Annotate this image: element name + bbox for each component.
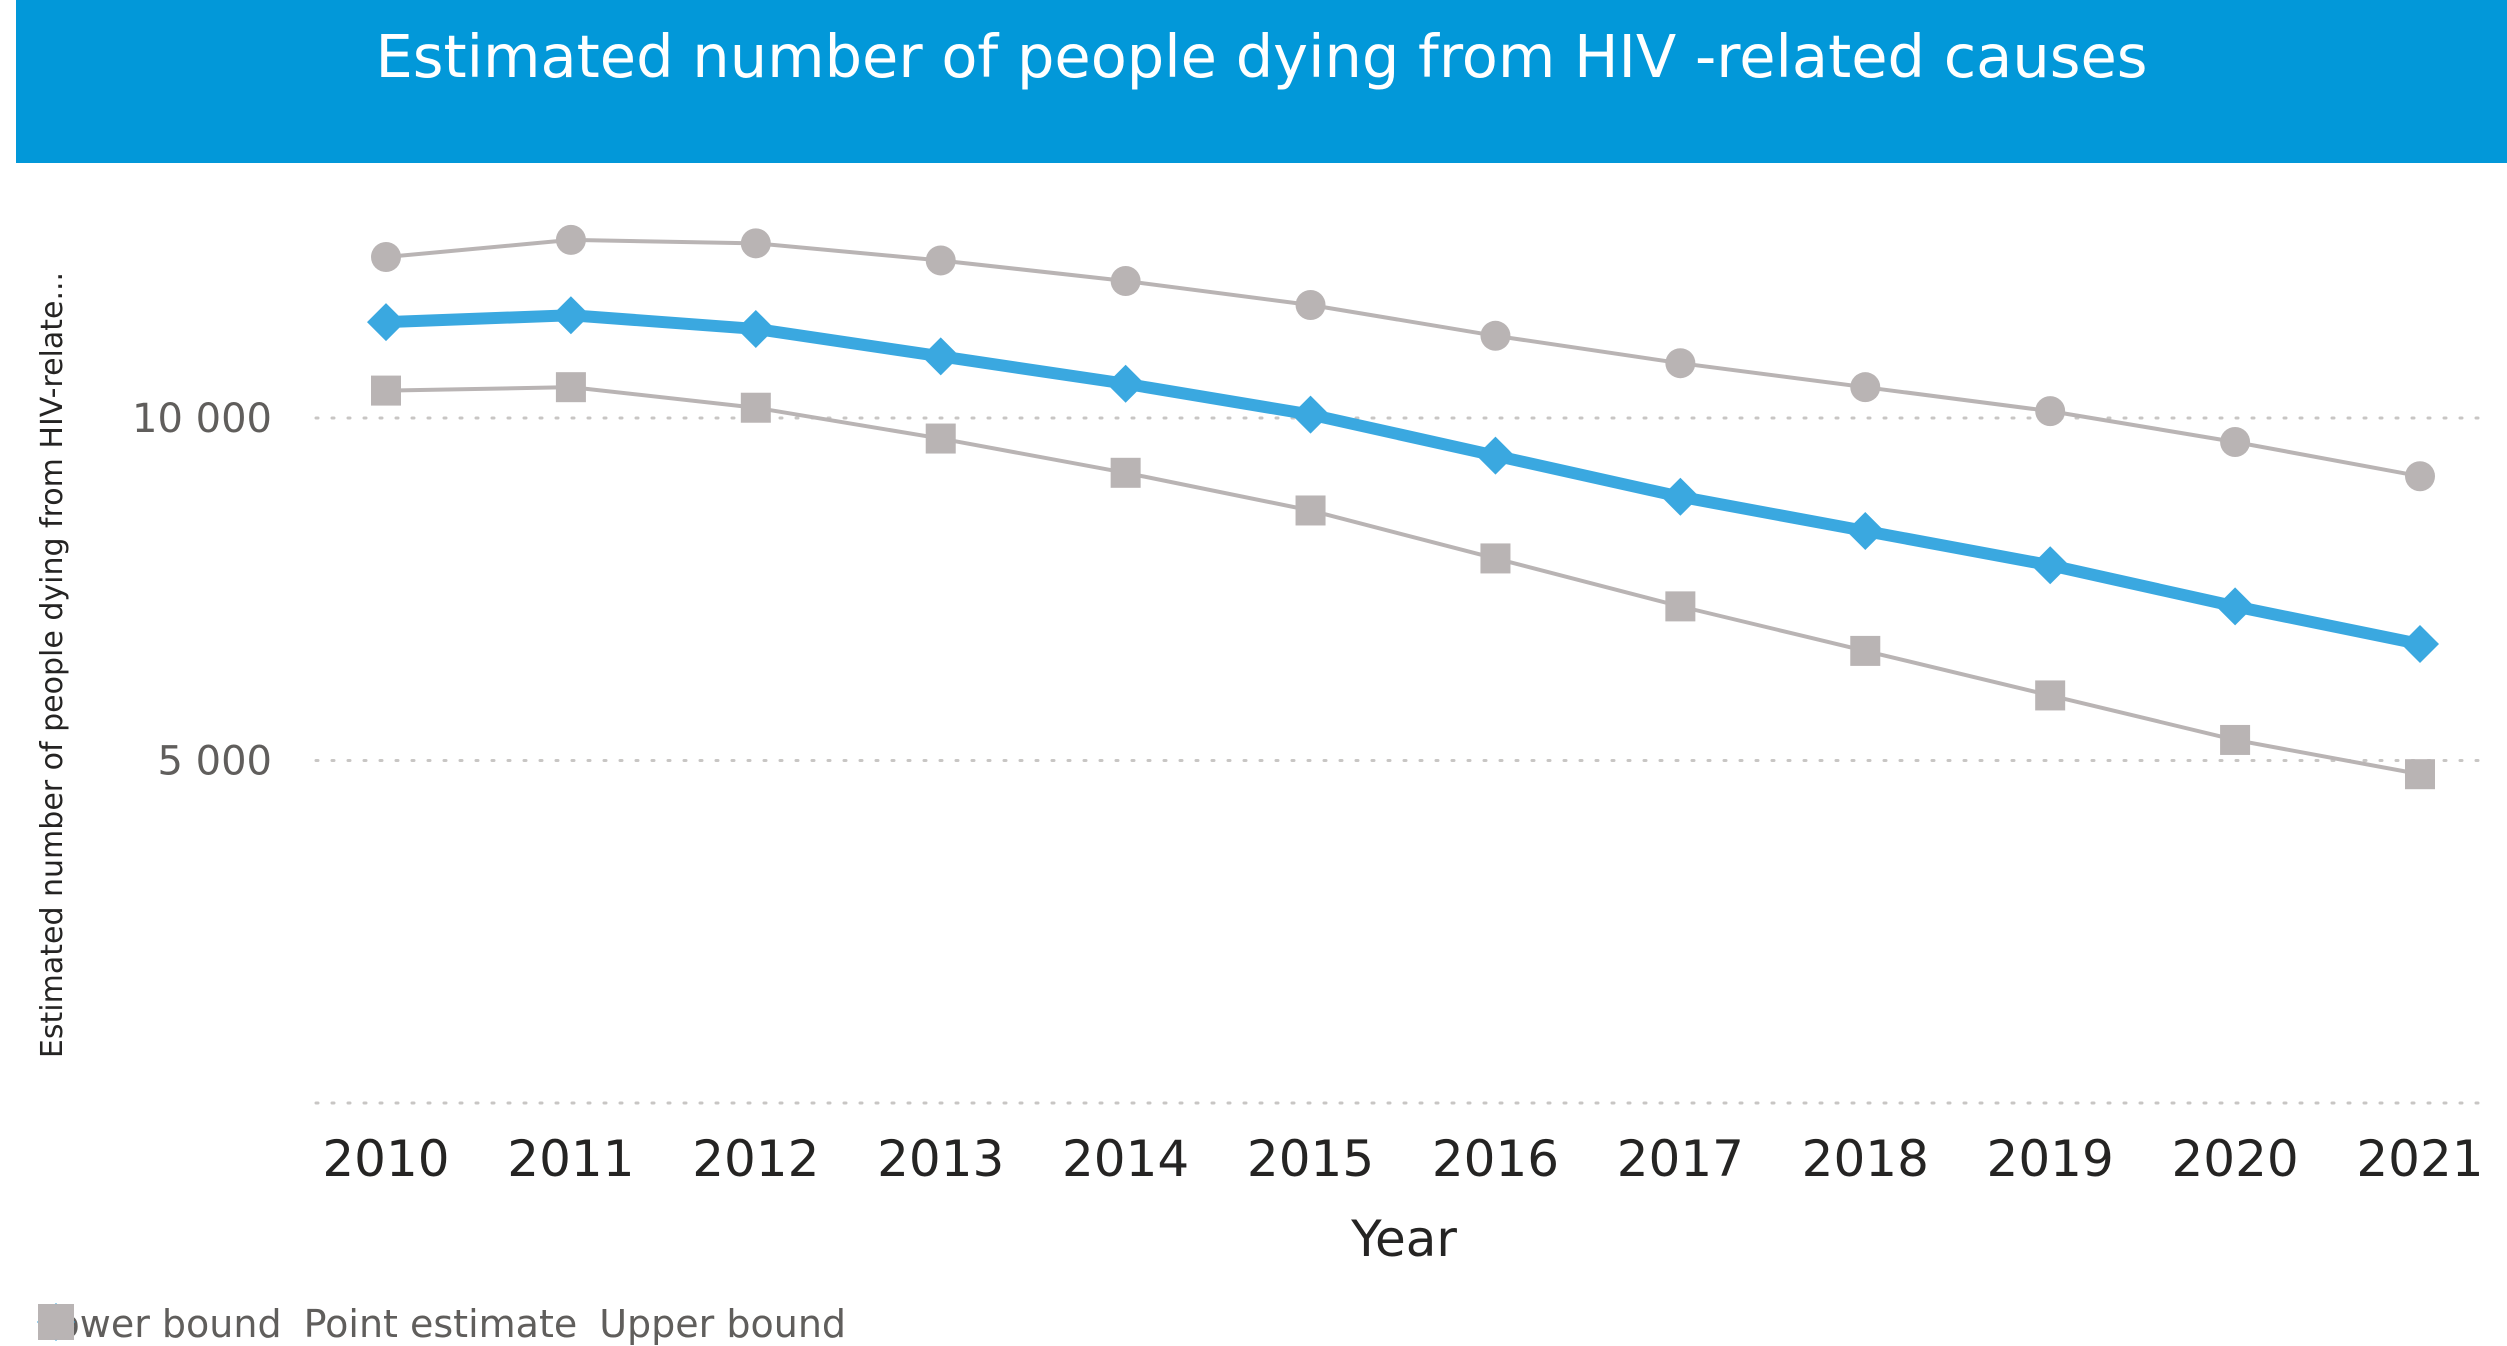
- data-point: [2031, 546, 2070, 585]
- legend-label: Lower bound: [36, 1301, 282, 1346]
- data-point: [925, 245, 956, 276]
- data-point: [1850, 372, 1881, 403]
- x-tick-label: 2017: [1617, 1130, 1744, 1188]
- data-point: [2220, 426, 2251, 457]
- data-point: [555, 224, 586, 255]
- x-axis-ticks: 2010 2011 2012 2013 2014 2015 2016 2017 2018 2019…: [322, 1130, 2483, 1188]
- x-tick-label: 2014: [1062, 1130, 1189, 1188]
- data-point: [1480, 320, 1511, 351]
- data-point: [2035, 680, 2066, 711]
- x-tick-label: 2016: [1432, 1130, 1559, 1188]
- data-point: [1480, 543, 1511, 574]
- data-point: [740, 228, 771, 259]
- data-point: [371, 242, 401, 273]
- data-point: [1476, 436, 1515, 475]
- data-point: [2216, 587, 2255, 626]
- data-point: [736, 309, 775, 348]
- data-point: [2220, 724, 2251, 755]
- data-point: [925, 423, 956, 454]
- data-point: [367, 303, 405, 342]
- data-point: [921, 337, 960, 376]
- data-point: [1665, 348, 1696, 379]
- legend-label: Upper bound: [599, 1301, 847, 1346]
- x-tick-label: 2010: [322, 1130, 449, 1188]
- data-point: [740, 392, 771, 423]
- circle-marker-icon: [38, 1304, 74, 1340]
- data-point: [1106, 364, 1145, 403]
- x-tick-label: 2020: [2171, 1130, 2298, 1188]
- title-banner: Estimated number of people dying from HI…: [16, 0, 2507, 163]
- data-point: [1846, 512, 1885, 551]
- y-axis-ticks: 5 000 10 000: [132, 396, 272, 785]
- legend-item: Upper bound: [38, 1301, 847, 1346]
- data-point: [1850, 635, 1881, 666]
- data-point: [2405, 461, 2435, 492]
- data-point: [1661, 477, 1700, 516]
- x-tick-label: 2018: [1802, 1130, 1929, 1188]
- gridlines: [314, 416, 2492, 1105]
- series-lower-bound: [371, 372, 2435, 790]
- legend-item: Point estimate: [37, 1301, 578, 1346]
- data-point: [1665, 591, 1696, 622]
- chart-title: Estimated number of people dying from HI…: [375, 22, 2148, 91]
- line-chart: 5 000 10 000 2010 2011 2012 2013 2014 2015 2016…: [35, 224, 2492, 1268]
- y-tick-label: 10 000: [132, 396, 272, 442]
- data-point: [1295, 289, 1326, 320]
- data-point: [555, 372, 586, 403]
- series-line: [385, 309, 2422, 650]
- data-point: [2405, 759, 2435, 790]
- data-point: [371, 375, 401, 406]
- data-point: [1295, 495, 1326, 526]
- series-upper-bound: [371, 224, 2435, 492]
- x-tick-label: 2011: [507, 1130, 634, 1188]
- y-tick-label: 5 000: [157, 739, 272, 785]
- x-tick-label: 2012: [692, 1130, 819, 1188]
- legend-label: Point estimate: [303, 1301, 578, 1346]
- x-tick-label: 2013: [877, 1130, 1004, 1188]
- data-point: [1110, 266, 1141, 296]
- legend: Lower bound Point estimate Upper bound: [36, 1301, 868, 1346]
- data-point: [2035, 396, 2066, 427]
- series-group: [367, 224, 2439, 790]
- data-point: [1110, 457, 1141, 488]
- series-line: [385, 237, 2421, 479]
- x-tick-label: 2021: [2356, 1130, 2483, 1188]
- data-point: [1291, 395, 1330, 434]
- data-point: [551, 296, 590, 335]
- x-tick-label: 2015: [1247, 1130, 1374, 1188]
- series-line: [385, 385, 2421, 777]
- x-axis-label: Year: [1350, 1210, 1457, 1268]
- x-tick-label: 2019: [1987, 1130, 2114, 1188]
- series-point-estimate: [367, 296, 2439, 664]
- y-axis-label: Estimated number of people dying from HI…: [35, 272, 70, 1058]
- data-point: [2401, 625, 2439, 664]
